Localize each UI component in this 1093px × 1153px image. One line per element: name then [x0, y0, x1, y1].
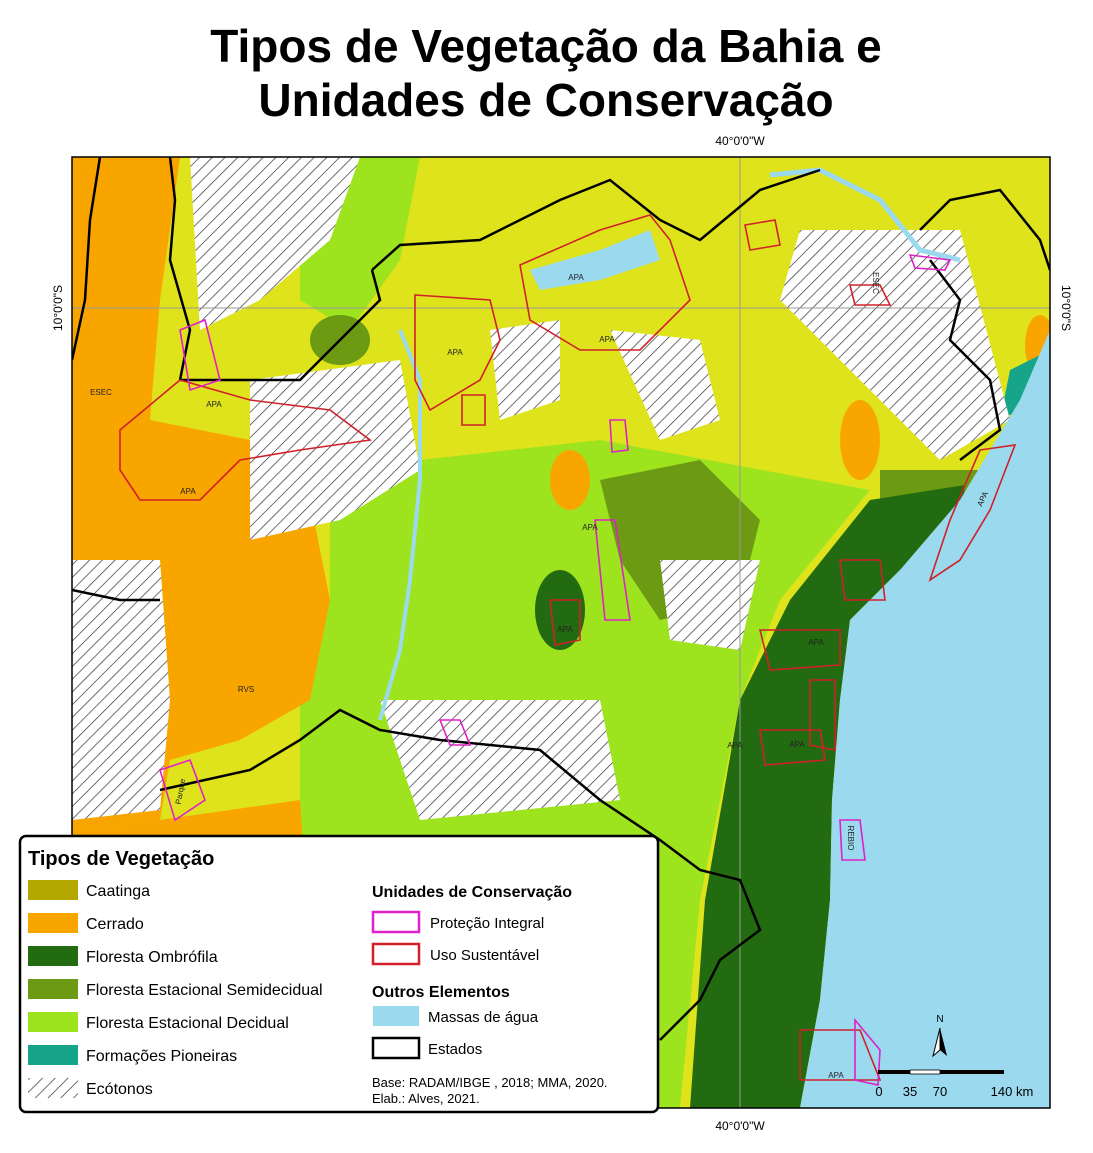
- scale-label: 0: [875, 1084, 882, 1099]
- map-label: APA: [447, 348, 463, 357]
- map-label: APA: [582, 523, 598, 532]
- legend-swatch: [28, 880, 78, 900]
- legend-swatch: [28, 913, 78, 933]
- scale-bar: N 0 35 70 140 km: [875, 1014, 1033, 1099]
- map-label: APA: [206, 400, 222, 409]
- legend-label: Floresta Estacional Decidual: [86, 1015, 289, 1032]
- map-label: ESEC: [90, 388, 112, 397]
- map-label: APA: [808, 638, 824, 647]
- legend-swatch: [28, 1045, 78, 1065]
- legend-title: Outros Elementos: [372, 984, 510, 1001]
- map-label: APA: [727, 741, 743, 750]
- scale-label: 35: [903, 1084, 917, 1099]
- legend-swatch: [28, 1012, 78, 1032]
- source: Elab.: Alves, 2021.: [372, 1091, 480, 1106]
- legend-label: Ecótonos: [86, 1081, 153, 1098]
- map-label: APA: [599, 335, 615, 344]
- title: Tipos de Vegetação da Bahia e: [210, 20, 882, 72]
- scale-label: 70: [933, 1084, 947, 1099]
- legend: Tipos de Vegetação Unidades de Conservaç…: [18, 834, 660, 1114]
- coordinate-label: 10°0'0"S: [51, 285, 65, 331]
- legend-title: Tipos de Vegetação: [28, 848, 214, 870]
- legend-title: Unidades de Conservação: [372, 884, 572, 901]
- map-label: APA: [568, 273, 584, 282]
- legend-label: Formações Pioneiras: [86, 1048, 237, 1065]
- map-label: ESEC: [871, 272, 880, 294]
- legend-label: Caatinga: [86, 883, 150, 900]
- legend-label: Uso Sustentável: [430, 947, 539, 964]
- map-label: APA: [180, 487, 196, 496]
- legend-label: Massas de água: [428, 1009, 539, 1026]
- map-label: APA: [828, 1071, 844, 1080]
- legend-swatch: [28, 1078, 78, 1098]
- coordinate-label: 40°0'0"W: [715, 134, 765, 148]
- map-label: APA: [789, 740, 805, 749]
- legend-swatch: [28, 946, 78, 966]
- legend-swatch: [371, 910, 421, 934]
- title: Unidades de Conservação: [258, 74, 833, 126]
- legend-label: Floresta Ombrófila: [86, 949, 218, 966]
- coordinate-label: 40°0'0"W: [715, 1119, 765, 1133]
- legend-swatch: [373, 1006, 419, 1026]
- legend-label: Floresta Estacional Semidecidual: [86, 982, 323, 999]
- legend-swatch: [371, 942, 421, 966]
- scale-label: 140 km: [991, 1084, 1034, 1099]
- legend-swatch: [371, 1036, 421, 1060]
- map-label: REBIO: [846, 826, 855, 851]
- legend-label: Estados: [428, 1041, 482, 1058]
- legend-label: Proteção Integral: [430, 915, 544, 932]
- map: APA APA APA APA APA APA APA APA APA APA …: [72, 157, 1050, 1108]
- coordinate-label: 10°0'0"S: [1059, 285, 1073, 331]
- source: Base: RADAM/IBGE , 2018; MMA, 2020.: [372, 1075, 608, 1090]
- legend-swatch: [28, 979, 78, 999]
- north-label: N: [936, 1014, 943, 1025]
- map-label: RVS: [238, 685, 254, 694]
- legend-label: Cerrado: [86, 916, 144, 933]
- map-label: APA: [557, 625, 573, 634]
